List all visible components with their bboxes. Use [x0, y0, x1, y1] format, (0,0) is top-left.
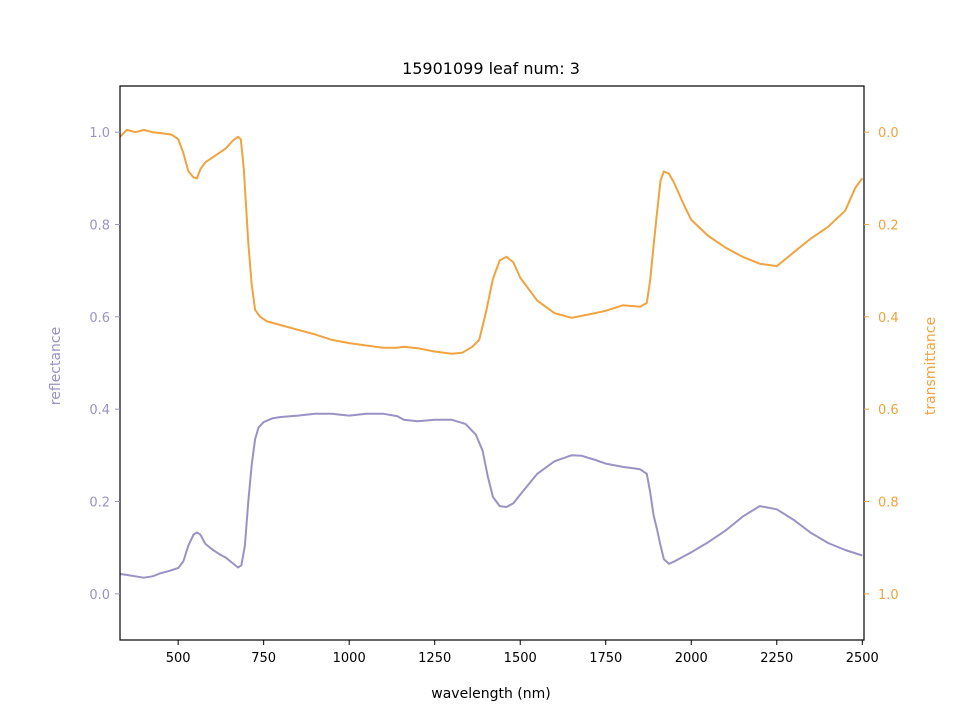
x-tick-label: 500 — [166, 651, 191, 666]
x-tick-label: 1500 — [504, 651, 537, 666]
right-tick-label: 0.6 — [878, 403, 899, 418]
right-tick-label: 0.0 — [878, 126, 899, 141]
transmittance-line — [119, 128, 864, 355]
reflectance-line — [119, 412, 863, 579]
x-tick-label: 1250 — [418, 651, 451, 666]
left-axis-ticks: 0.0 0.2 0.4 0.6 0.8 1.0 — [89, 126, 120, 603]
x-axis-ticks: 500 750 1000 1250 1500 1750 2000 2250 2500 — [166, 640, 879, 666]
plot-frame — [119, 85, 865, 641]
right-tick-label: 0.8 — [878, 496, 899, 511]
x-axis-label: wavelength (nm) — [431, 686, 550, 702]
chart-title: 15901099 leaf num: 3 — [402, 59, 580, 78]
right-axis-ticks: 0.0 0.2 0.4 0.6 0.8 1.0 — [864, 126, 899, 603]
series-lines — [119, 128, 864, 579]
x-tick-label: 2500 — [846, 651, 879, 666]
right-axis-label: transmittance — [923, 317, 939, 415]
right-tick-label: 1.0 — [878, 588, 899, 603]
right-tick-label: 0.2 — [878, 219, 899, 234]
left-tick-label: 0.6 — [89, 311, 110, 326]
x-tick-label: 2250 — [760, 651, 793, 666]
left-tick-label: 0.8 — [89, 219, 110, 234]
x-tick-label: 2000 — [675, 651, 708, 666]
left-tick-label: 0.2 — [89, 496, 110, 511]
right-tick-label: 0.4 — [878, 311, 899, 326]
x-tick-label: 1000 — [333, 651, 366, 666]
left-tick-label: 1.0 — [89, 126, 110, 141]
left-tick-label: 0.4 — [89, 403, 110, 418]
left-axis-label: reflectance — [48, 327, 64, 405]
left-tick-label: 0.0 — [89, 588, 110, 603]
x-tick-label: 1750 — [589, 651, 622, 666]
x-tick-label: 750 — [251, 651, 276, 666]
